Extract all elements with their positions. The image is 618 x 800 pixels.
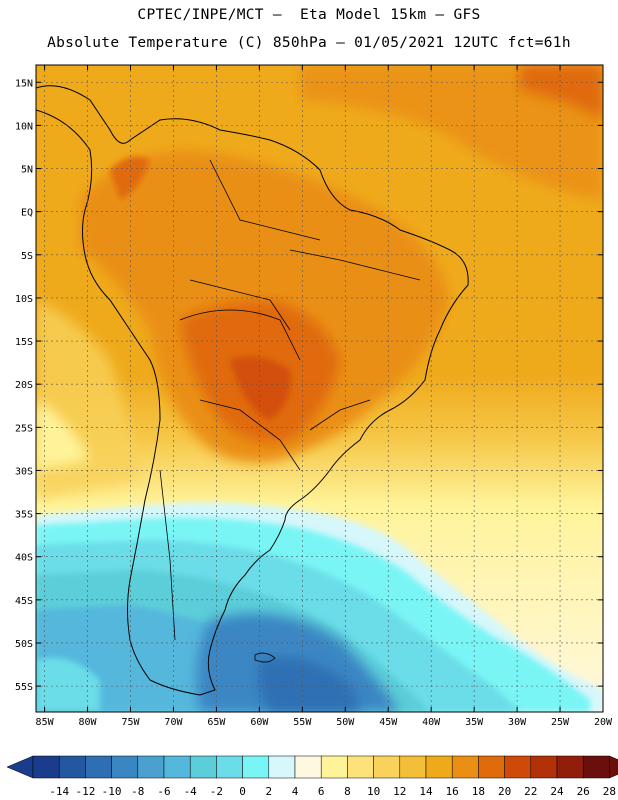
- lat-tick-label: 5S: [21, 251, 33, 262]
- colorbar-label: 22: [524, 785, 537, 798]
- lon-tick-label: 45W: [379, 717, 398, 728]
- lat-tick-label: 25S: [15, 423, 33, 434]
- lat-tick-label: 35S: [15, 510, 33, 521]
- colorbar-labels: -14 -12 -10 -8 -6 -4 -2 0 2 4 6 8 10 12 14 16 18 20 22 24 26…: [49, 785, 616, 798]
- colorbar-label: -8: [131, 785, 144, 798]
- colorbar-swatch: [137, 755, 165, 779]
- colorbar-label: -4: [184, 785, 198, 798]
- colorbar-label: 20: [498, 785, 511, 798]
- lat-tick-label: 30S: [15, 466, 33, 477]
- colorbar-swatch: [556, 755, 584, 779]
- colorbar-swatch: [451, 755, 479, 779]
- lat-tick-label: EQ: [21, 208, 33, 219]
- colorbar-swatch: [320, 755, 348, 779]
- lat-tick-label: 15N: [15, 78, 33, 89]
- lat-tick-label: 10N: [15, 121, 33, 132]
- colorbar-label: 10: [367, 785, 380, 798]
- colorbar-swatch: [58, 755, 86, 779]
- map-frame: [35, 64, 604, 713]
- latitude-axis: 15N 10N 5N EQ 5S 10S 15S 20S 25S 30S 35S 40S 45S 50S 5…: [15, 78, 603, 693]
- colorbar-swatch: [399, 755, 427, 779]
- lon-tick-label: 60W: [250, 717, 269, 728]
- coastline-outline: [36, 85, 469, 696]
- colorbar-label: 4: [292, 785, 299, 798]
- lon-tick-label: 25W: [551, 717, 570, 728]
- longitude-axis: 85W 80W 75W 70W 65W 60W 55W 50W 45W 40W 35W 30W 25W 2…: [36, 65, 613, 728]
- lon-tick-label: 55W: [293, 717, 312, 728]
- colorbar: [6, 755, 618, 779]
- colorbar-label: 12: [393, 785, 406, 798]
- colorbar-label: -2: [210, 785, 223, 798]
- colorbar-swatch: [163, 755, 191, 779]
- colorbar-swatch: [268, 755, 296, 779]
- colorbar-swatch: [242, 755, 270, 779]
- lon-tick-label: 50W: [336, 717, 355, 728]
- colorbar-swatch: [189, 755, 217, 779]
- colorbar-label: 16: [446, 785, 459, 798]
- colorbar-swatch: [478, 755, 505, 779]
- colorbar-label: 6: [318, 785, 325, 798]
- colorbar-label: 18: [472, 785, 485, 798]
- map-title: CPTEC/INPE/MCT – Eta Model 15km – GFS: [137, 7, 481, 23]
- colorbar-label: 24: [550, 785, 564, 798]
- lat-tick-label: 40S: [15, 553, 33, 564]
- lon-tick-label: 40W: [422, 717, 441, 728]
- lat-tick-label: 10S: [15, 294, 33, 305]
- lat-tick-label: 50S: [15, 639, 33, 650]
- lon-tick-label: 80W: [79, 717, 98, 728]
- lon-tick-label: 65W: [207, 717, 226, 728]
- colorbar-swatch: [216, 755, 243, 779]
- colorbar-swatch: [32, 755, 60, 779]
- colorbar-label: 26: [577, 785, 590, 798]
- lat-tick-label: 45S: [15, 596, 33, 607]
- colorbar-swatch: [85, 755, 112, 779]
- map-subtitle: Absolute Temperature (C) 850hPa – 01/05/…: [47, 35, 571, 51]
- colorbar-label: -10: [102, 785, 122, 798]
- colorbar-swatch: [582, 755, 610, 779]
- colorbar-swatch: [111, 755, 139, 779]
- colorbar-label: 8: [344, 785, 351, 798]
- lon-tick-label: 20W: [594, 717, 613, 728]
- colorbar-label: 14: [419, 785, 433, 798]
- lat-tick-label: 55S: [15, 682, 33, 693]
- colorbar-overflow-arrow: [609, 755, 618, 779]
- colorbar-swatch: [530, 755, 558, 779]
- lon-tick-label: 75W: [121, 717, 140, 728]
- colorbar-swatch: [425, 755, 453, 779]
- colorbar-swatch: [347, 755, 374, 779]
- colorbar-label: -6: [157, 785, 170, 798]
- lon-tick-label: 30W: [508, 717, 527, 728]
- lon-tick-label: 70W: [164, 717, 183, 728]
- colorbar-label: 28: [603, 785, 616, 798]
- lat-tick-label: 15S: [15, 337, 33, 348]
- temperature-field: [36, 65, 603, 712]
- colorbar-label: 2: [265, 785, 272, 798]
- colorbar-swatch: [373, 755, 401, 779]
- lat-tick-label: 5N: [21, 165, 33, 176]
- colorbar-swatch: [294, 755, 322, 779]
- lat-tick-label: 20S: [15, 380, 33, 391]
- colorbar-label: -12: [75, 785, 95, 798]
- lon-tick-label: 35W: [465, 717, 484, 728]
- lon-tick-label: 85W: [36, 717, 55, 728]
- colorbar-swatch: [504, 755, 532, 779]
- colorbar-label: 0: [239, 785, 246, 798]
- colorbar-label: -14: [49, 785, 69, 798]
- colorbar-underflow-arrow: [6, 755, 34, 779]
